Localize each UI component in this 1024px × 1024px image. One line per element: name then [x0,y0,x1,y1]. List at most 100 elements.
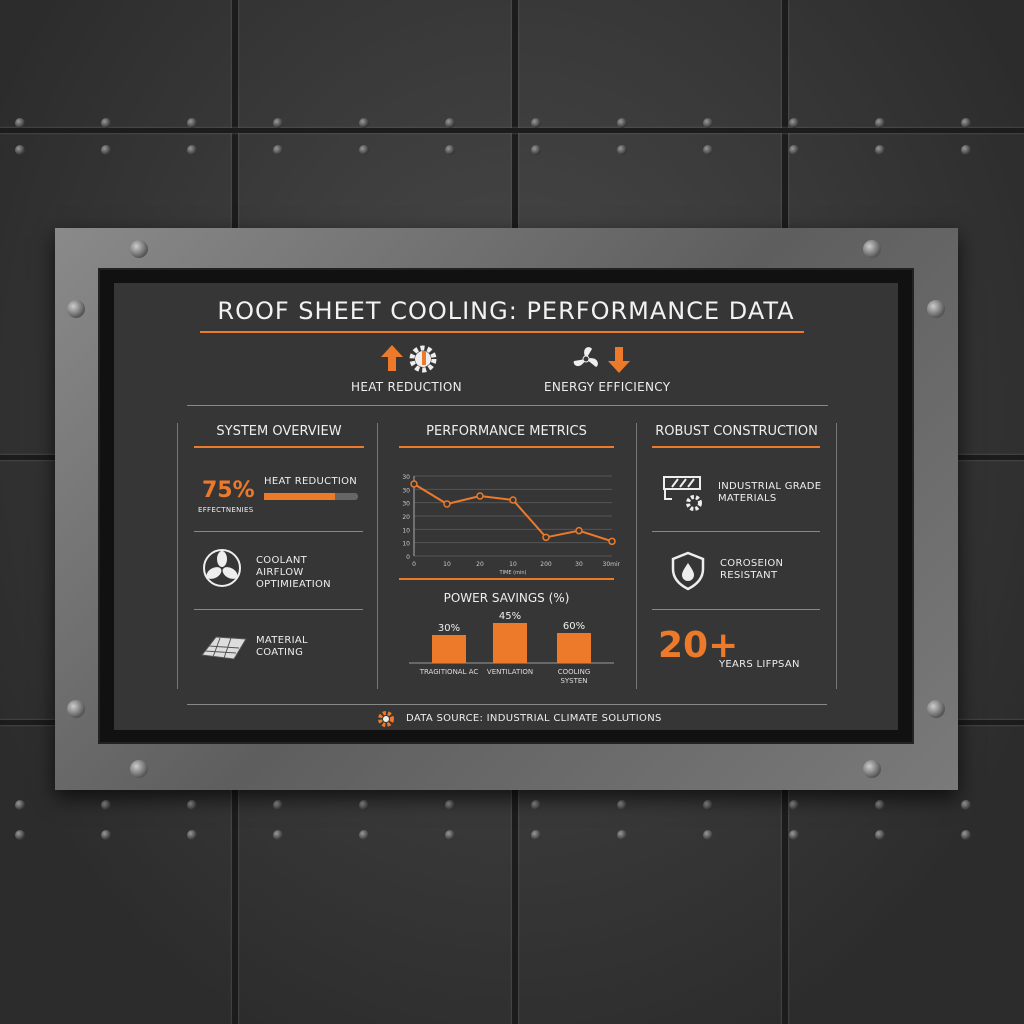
title-underline [200,331,804,333]
roof-tiles-icon [200,633,248,665]
bolt-icon [863,760,881,778]
rivet-icon [961,800,971,810]
effectiveness-value: 75% [202,478,255,503]
rivet-icon [101,830,111,840]
gear-thermometer-icon [406,343,440,379]
y-tick-label: 0 [406,554,410,561]
x-tick-label: 200 [540,561,552,568]
rivet-icon [789,830,799,840]
rivet-icon [617,118,627,128]
rivet-icon [703,800,713,810]
divider [399,578,614,580]
rivet-icon [273,800,283,810]
wall-seam [0,720,60,725]
fan-icon [570,343,602,379]
wall-seam [958,720,1024,725]
power-savings-bar-chart: 30% TRAGITIONAL AC 45% VENTILATION 60% COOLIN… [409,611,614,685]
system-overview-heading: SYSTEM OVERVIEW [216,424,342,439]
arrow-down-icon [606,345,632,379]
x-tick-label: 0 [412,561,416,568]
rivet-icon [789,145,799,155]
bar-label: HEAT REDUCTION [264,476,358,487]
bar-category-label: SYSTEN [560,677,587,685]
rivet-icon [703,145,713,155]
lifespan-caption: YEARS LIFPSAN [719,659,800,670]
rivet-icon [15,800,25,810]
rivet-icon [359,118,369,128]
bar [557,633,591,663]
wall-seam [0,455,60,460]
rivet-icon [359,830,369,840]
rivet-icon [445,800,455,810]
rivet-icon [531,830,541,840]
rivet-icon [617,800,627,810]
rivet-icon [875,800,885,810]
bolt-icon [927,300,945,318]
power-savings-title: POWER SAVINGS (%) [443,591,570,605]
fan-icon [202,548,242,592]
rivet-icon [445,118,455,128]
rivet-icon [961,145,971,155]
page-title: ROOF SHEET COOLING: PERFORMANCE DATA [217,297,795,325]
rivet-icon [187,145,197,155]
divider [652,609,820,610]
data-point [542,533,550,542]
x-tick-label: 10 [443,561,451,568]
data-point [443,500,451,508]
bolt-icon [927,700,945,718]
x-tick-label: 30 [575,561,583,568]
heading-underline [652,446,820,448]
y-tick-label: 30 [402,501,410,508]
y-tick-label: 20 [402,514,410,521]
x-tick-label: 20 [476,561,484,568]
bar-data-label: 45% [499,611,521,622]
arrow-up-icon [379,343,419,373]
x-tick-label: 10 [509,561,517,568]
y-tick-label: 10 [402,527,410,534]
material-coating-label: MATERIAL COATING [256,635,308,658]
data-point [476,492,484,500]
lifespan-value: 20+ [658,625,739,666]
rivet-icon [961,118,971,128]
rivet-icon [961,830,971,840]
performance-line-chart: 0 10 10 20 30 30 30 0 10 20 10 200 30 30min TIME (min) [402,474,620,576]
bar-category-label: VENTILATION [487,668,533,676]
rivet-icon [875,830,885,840]
data-source: DATA SOURCE: INDUSTRIAL CLIMATE SOLUTION… [406,713,662,724]
gear-logo-icon [376,710,396,732]
heading-underline [194,446,364,448]
data-point [509,496,517,504]
divider [187,704,827,705]
robust-construction-heading: ROBUST CONSTRUCTION [655,424,818,439]
bar-category-label: TRAGITIONAL AC [419,668,479,676]
divider [187,405,828,406]
rivet-icon [703,830,713,840]
rivet-icon [15,830,25,840]
rivet-icon [789,118,799,128]
bar [493,623,527,663]
divider [652,531,820,532]
y-tick-label: 30 [402,474,410,481]
coolant-airflow-label: COOLANT AIRFLOW OPTIMIEATION [256,555,331,590]
rivet-icon [359,800,369,810]
rivet-icon [617,830,627,840]
header-heat-reduction: HEAT REDUCTION [351,380,462,394]
header-energy-efficiency: ENERGY EFFICIENCY [544,380,671,394]
data-line [413,483,613,543]
rivet-icon [359,145,369,155]
rivet-icon [101,118,111,128]
rivet-icon [187,118,197,128]
data-point [608,537,616,546]
x-tick-label: 30min [603,561,620,568]
divider [377,423,378,689]
bolt-icon [67,300,85,318]
rivet-icon [15,118,25,128]
rivet-icon [101,145,111,155]
wall-seam [0,128,1024,133]
divider [194,609,363,610]
divider [836,423,837,689]
divider [636,423,637,689]
bolt-icon [67,700,85,718]
rivet-icon [187,830,197,840]
barrier-gear-icon [662,475,708,519]
